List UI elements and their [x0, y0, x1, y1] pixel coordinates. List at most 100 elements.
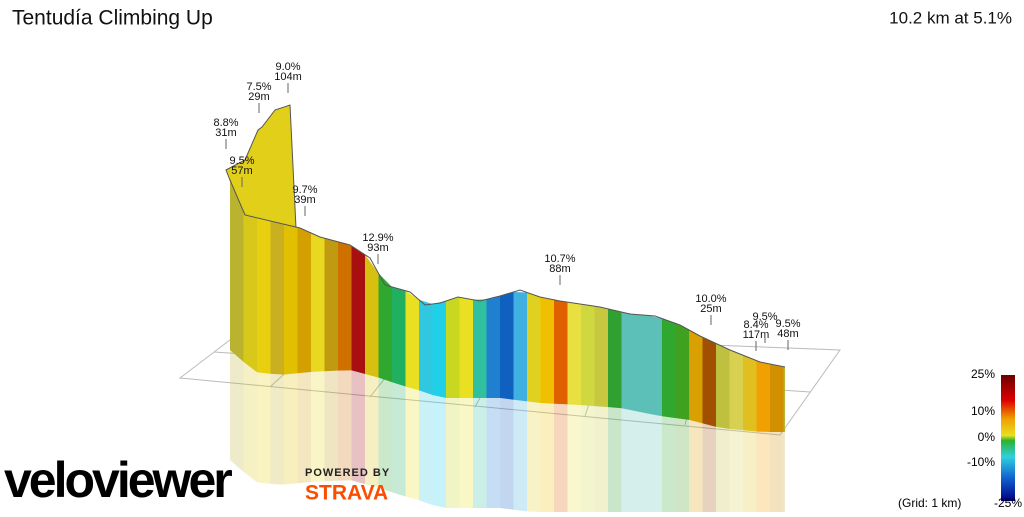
- reflection-strip: [716, 426, 730, 512]
- reflection-strip: [648, 413, 662, 512]
- reflection-strip: [230, 350, 244, 472]
- profile-strip: [284, 224, 298, 375]
- profile-strip: [500, 291, 514, 400]
- profile-strip: [473, 299, 487, 398]
- profile-strip: [689, 329, 703, 424]
- profile-strip: [540, 297, 554, 404]
- reflection-strip: [675, 418, 689, 512]
- color-scale: [1001, 375, 1015, 501]
- grade-label: 8.4%: [743, 319, 768, 331]
- reflection-strip: [500, 398, 514, 510]
- summary: 10.2 km at 5.1%: [889, 8, 1012, 27]
- profile-strip: [432, 301, 446, 398]
- distance-label: 39m: [294, 194, 315, 206]
- reflection-strip: [635, 411, 649, 512]
- grade-label: 7.5%: [246, 81, 271, 93]
- reflection-strip: [243, 361, 257, 483]
- reflection-strip: [702, 423, 716, 512]
- reflection-strip: [756, 431, 770, 512]
- distance-label: 25m: [700, 303, 721, 315]
- grade-label: 10.7%: [544, 253, 575, 265]
- reflection: [230, 350, 785, 512]
- scale-label: 25%: [971, 367, 995, 381]
- profile-strip: [324, 238, 338, 372]
- profile-strip: [621, 312, 635, 411]
- reflection-strip: [554, 403, 568, 512]
- logo: veloviewer: [4, 452, 232, 508]
- profile-strip: [351, 245, 365, 374]
- profile-strip: [459, 297, 473, 398]
- reflection-strip: [419, 390, 433, 505]
- grade-label: 9.5%: [775, 318, 800, 330]
- profile-strip: [230, 180, 244, 362]
- profile-strip: [311, 232, 325, 372]
- profile-strip: [567, 302, 581, 406]
- profile-strip: [513, 291, 527, 402]
- profile-strip: [527, 292, 541, 404]
- profile-strip: [581, 304, 595, 407]
- reflection-strip: [689, 419, 703, 512]
- profile-strip: [405, 290, 419, 391]
- reflection-strip: [594, 406, 608, 512]
- reflection-strip: [405, 386, 419, 501]
- reflection-strip: [783, 432, 785, 512]
- distance-label: 104m: [274, 71, 302, 83]
- powered-by: POWERED BY: [305, 467, 390, 479]
- reflection-strip: [284, 373, 298, 485]
- grade-label: 9.5%: [752, 311, 777, 323]
- profile-strip: [716, 343, 730, 429]
- profile-strip: [297, 227, 311, 374]
- reflection-strip: [621, 408, 635, 512]
- scale-label: -25%: [994, 496, 1022, 510]
- profile-strip: [783, 366, 785, 432]
- reflection-strip: [378, 377, 392, 493]
- profile-strip: [743, 355, 757, 432]
- profile-strip: [554, 299, 568, 405]
- grade-label: 10.0%: [695, 293, 726, 305]
- profile-strip: [756, 360, 770, 432]
- title: Tentudía Climbing Up: [12, 7, 213, 30]
- scale-label: 10%: [971, 404, 995, 418]
- reflection-strip: [365, 374, 379, 488]
- profile-strip: [446, 297, 460, 398]
- reflection-strip: [351, 370, 365, 484]
- reflection-strip: [473, 398, 487, 508]
- grade-label: 8.8%: [213, 117, 238, 129]
- reflection-strip: [432, 395, 446, 508]
- profile-strip: [729, 349, 743, 431]
- reflection-strip: [743, 430, 757, 512]
- reflection-strip: [662, 416, 676, 512]
- scale-label: 0%: [978, 430, 996, 444]
- profile-strip: [270, 221, 284, 375]
- grade-label: 9.0%: [275, 61, 300, 73]
- reflection-strip: [567, 404, 581, 512]
- profile-edge: [229, 179, 786, 368]
- profile-strip: [662, 318, 676, 419]
- annotations: 9.0%104m7.5%29m8.8%31m9.5%57m9.7%39m12.9…: [213, 61, 801, 351]
- reflection-strip: [270, 373, 284, 485]
- distance-label: 117m: [743, 329, 770, 341]
- profile-strip: [770, 364, 784, 432]
- reflection-strip: [324, 370, 338, 482]
- reflection-strip: [527, 401, 541, 512]
- reflection-strip: [540, 403, 554, 512]
- distance-label: 48m: [777, 328, 798, 340]
- reflection-strip: [770, 432, 784, 512]
- scale-label: -10%: [967, 455, 995, 469]
- distance-label: 31m: [215, 127, 236, 139]
- reflection-strip: [338, 370, 352, 481]
- grade-label: 9.7%: [292, 184, 317, 196]
- profile-strip: [648, 315, 662, 417]
- profile-strip: [486, 296, 500, 398]
- profile-strip: [594, 306, 608, 408]
- reflection-strip: [297, 371, 311, 484]
- distance-label: 93m: [367, 242, 388, 254]
- reflection-strip: [459, 398, 473, 508]
- reflection-strip: [486, 398, 500, 508]
- partner-logo: STRAVA: [305, 482, 388, 505]
- reflection-strip: [446, 398, 460, 508]
- profile-strip: [365, 254, 379, 378]
- profile-strip: [338, 241, 352, 371]
- profile-strip: [257, 217, 271, 374]
